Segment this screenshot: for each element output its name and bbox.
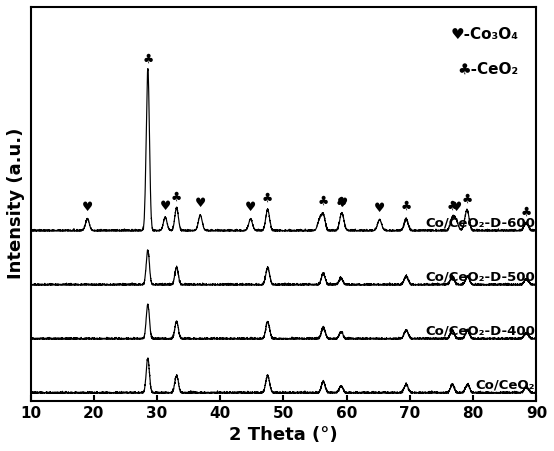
Text: Co/CeO₂-D-500: Co/CeO₂-D-500 [425, 271, 535, 284]
Text: ♥: ♥ [374, 202, 385, 215]
Text: ♣: ♣ [171, 190, 182, 203]
Text: Co/CeO₂-D-600: Co/CeO₂-D-600 [425, 216, 535, 230]
Text: Co/CeO₂: Co/CeO₂ [476, 379, 535, 392]
Text: ♣: ♣ [447, 200, 458, 213]
Text: ♣: ♣ [142, 52, 153, 65]
Text: ♣-CeO₂: ♣-CeO₂ [458, 62, 519, 77]
Text: ♣: ♣ [401, 200, 412, 213]
Text: ♥: ♥ [194, 197, 206, 210]
X-axis label: 2 Theta (°): 2 Theta (°) [229, 426, 338, 444]
Y-axis label: Intensity (a.u.): Intensity (a.u.) [7, 128, 25, 280]
Text: ♣: ♣ [262, 192, 273, 205]
Text: ♣: ♣ [521, 206, 532, 219]
Text: ♥: ♥ [337, 197, 348, 210]
Text: ♥: ♥ [160, 200, 171, 213]
Text: ♣: ♣ [335, 196, 347, 209]
Text: ♥: ♥ [245, 201, 256, 214]
Text: ♥-Co₃O₄: ♥-Co₃O₄ [451, 27, 519, 41]
Text: ♣: ♣ [317, 195, 329, 208]
Text: ♥: ♥ [82, 201, 93, 214]
Text: Co/CeO₂-D-400: Co/CeO₂-D-400 [425, 325, 535, 338]
Text: ♥: ♥ [450, 201, 461, 214]
Text: ♣: ♣ [462, 193, 473, 206]
